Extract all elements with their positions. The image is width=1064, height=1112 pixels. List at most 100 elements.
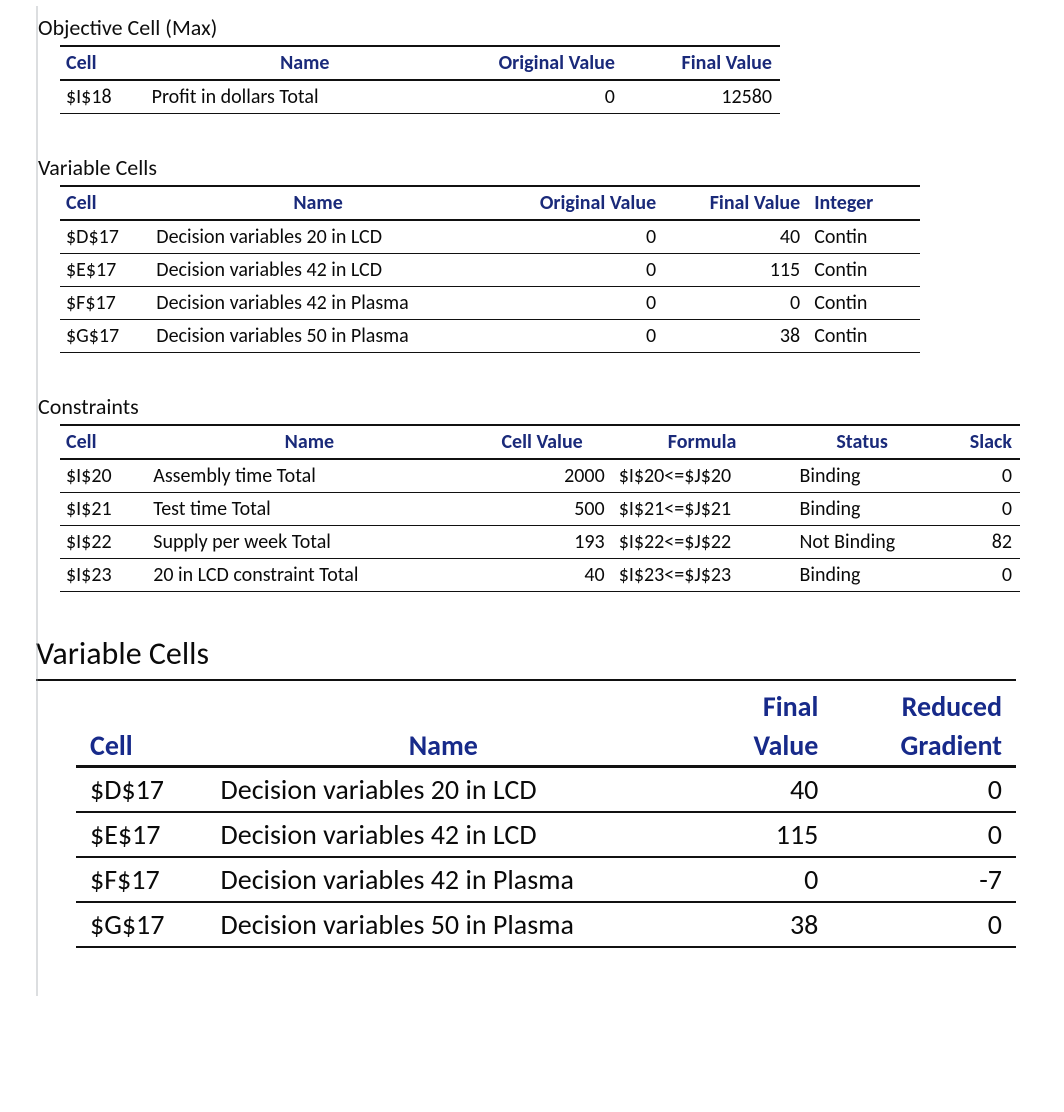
left-edge-rule bbox=[36, 6, 38, 996]
cell-orig: 0 bbox=[488, 287, 664, 320]
sensitivity-table: Final Reduced Cell Name Value Gradient $… bbox=[76, 687, 1016, 948]
cell-slack: 0 bbox=[933, 459, 1020, 493]
cell-val: 500 bbox=[473, 493, 612, 526]
cell-ref: $G$17 bbox=[60, 320, 150, 353]
cell-ref: $I$20 bbox=[60, 459, 147, 493]
cell-name: Decision variables 50 in Plasma bbox=[150, 320, 488, 353]
col-header-cell: Cell bbox=[60, 186, 150, 220]
col-header-blank bbox=[207, 687, 681, 726]
cell-name: Test time Total bbox=[147, 493, 473, 526]
cell-name: Profit in dollars Total bbox=[146, 80, 466, 114]
objective-title: Objective Cell (Max) bbox=[36, 12, 1044, 45]
table-row: $I$22Supply per week Total193$I$22<=$J$2… bbox=[60, 526, 1020, 559]
cell-name: Decision variables 42 in Plasma bbox=[207, 857, 681, 902]
cell-name: Decision variables 50 in Plasma bbox=[207, 902, 681, 947]
cell-reduced: 0 bbox=[832, 767, 1016, 813]
cell-final: 38 bbox=[664, 320, 808, 353]
cell-status: Binding bbox=[793, 493, 932, 526]
cell-ref: $G$17 bbox=[76, 902, 207, 947]
cell-status: Not Binding bbox=[793, 526, 932, 559]
col-header-cell: Cell bbox=[60, 425, 147, 459]
col-header-name: Name bbox=[147, 425, 473, 459]
cell-int: Contin bbox=[808, 220, 920, 254]
cell-final: 115 bbox=[680, 812, 832, 857]
col-header-cell: Cell bbox=[60, 46, 146, 80]
cell-orig: 0 bbox=[466, 80, 623, 114]
col-header-cell: Cell bbox=[76, 726, 207, 767]
col-header-name: Name bbox=[150, 186, 488, 220]
cell-reduced: 0 bbox=[832, 812, 1016, 857]
cell-name: Decision variables 42 in LCD bbox=[150, 254, 488, 287]
table-row: $I$21Test time Total500$I$21<=$J$21Bindi… bbox=[60, 493, 1020, 526]
cell-val: 40 bbox=[473, 559, 612, 592]
col-header-status: Status bbox=[793, 425, 932, 459]
col-header-val: Cell Value bbox=[473, 425, 612, 459]
cell-orig: 0 bbox=[488, 220, 664, 254]
solver-report-page: Objective Cell (Max) Cell Name Original … bbox=[0, 0, 1064, 1016]
cell-ref: $I$21 bbox=[60, 493, 147, 526]
col-header-blank bbox=[76, 687, 207, 726]
cell-ref: $F$17 bbox=[76, 857, 207, 902]
cell-int: Contin bbox=[808, 320, 920, 353]
col-header-final: Final Value bbox=[623, 46, 780, 80]
cell-reduced: 0 bbox=[832, 902, 1016, 947]
cell-ref: $I$18 bbox=[60, 80, 146, 114]
cell-final: 0 bbox=[664, 287, 808, 320]
objective-table: Cell Name Original Value Final Value $I$… bbox=[60, 45, 780, 114]
table-row: $E$17Decision variables 42 in LCD1150 bbox=[76, 812, 1016, 857]
constraints-section: Constraints Cell Name Cell Value Formula… bbox=[36, 391, 1044, 592]
cell-slack: 82 bbox=[933, 526, 1020, 559]
table-row: $E$17Decision variables 42 in LCD0115Con… bbox=[60, 254, 920, 287]
col-header-orig: Original Value bbox=[488, 186, 664, 220]
variables-table: Cell Name Original Value Final Value Int… bbox=[60, 185, 920, 353]
cell-orig: 0 bbox=[488, 320, 664, 353]
col-header-reduced-top: Reduced bbox=[832, 687, 1016, 726]
cell-final: 12580 bbox=[623, 80, 780, 114]
col-header-final-top: Final bbox=[680, 687, 832, 726]
cell-final: 38 bbox=[680, 902, 832, 947]
cell-final: 40 bbox=[680, 767, 832, 813]
table-row: $D$17Decision variables 20 in LCD400 bbox=[76, 767, 1016, 813]
col-header-name: Name bbox=[207, 726, 681, 767]
cell-int: Contin bbox=[808, 254, 920, 287]
table-row: $D$17Decision variables 20 in LCD040Cont… bbox=[60, 220, 920, 254]
cell-slack: 0 bbox=[933, 493, 1020, 526]
cell-final: 0 bbox=[680, 857, 832, 902]
cell-int: Contin bbox=[808, 287, 920, 320]
constraints-title: Constraints bbox=[36, 391, 1044, 424]
cell-name: 20 in LCD constraint Total bbox=[147, 559, 473, 592]
cell-status: Binding bbox=[793, 559, 932, 592]
cell-name: Decision variables 20 in LCD bbox=[150, 220, 488, 254]
sensitivity-title: Variable Cells bbox=[36, 630, 1016, 681]
col-header-final-bot: Value bbox=[680, 726, 832, 767]
objective-section: Objective Cell (Max) Cell Name Original … bbox=[36, 12, 1044, 114]
table-row: $F$17Decision variables 42 in Plasma00Co… bbox=[60, 287, 920, 320]
col-header-final: Final Value bbox=[664, 186, 808, 220]
cell-name: Assembly time Total bbox=[147, 459, 473, 493]
cell-formula: $I$22<=$J$22 bbox=[613, 526, 794, 559]
cell-name: Supply per week Total bbox=[147, 526, 473, 559]
cell-formula: $I$21<=$J$21 bbox=[613, 493, 794, 526]
col-header-name: Name bbox=[146, 46, 466, 80]
cell-val: 2000 bbox=[473, 459, 612, 493]
cell-ref: $D$17 bbox=[76, 767, 207, 813]
cell-ref: $F$17 bbox=[60, 287, 150, 320]
table-row: $G$17Decision variables 50 in Plasma380 bbox=[76, 902, 1016, 947]
col-header-reduced-bot: Gradient bbox=[832, 726, 1016, 767]
sensitivity-section: Variable Cells Final Reduced Cell Name V… bbox=[36, 630, 1044, 948]
col-header-formula: Formula bbox=[613, 425, 794, 459]
table-row: $G$17Decision variables 50 in Plasma038C… bbox=[60, 320, 920, 353]
table-row: $I$18 Profit in dollars Total 0 12580 bbox=[60, 80, 780, 114]
cell-reduced: -7 bbox=[832, 857, 1016, 902]
cell-val: 193 bbox=[473, 526, 612, 559]
cell-final: 40 bbox=[664, 220, 808, 254]
variables-section: Variable Cells Cell Name Original Value … bbox=[36, 152, 1044, 353]
cell-ref: $E$17 bbox=[76, 812, 207, 857]
cell-name: Decision variables 42 in LCD bbox=[207, 812, 681, 857]
col-header-int: Integer bbox=[808, 186, 920, 220]
cell-final: 115 bbox=[664, 254, 808, 287]
cell-ref: $I$22 bbox=[60, 526, 147, 559]
cell-formula: $I$20<=$J$20 bbox=[613, 459, 794, 493]
col-header-slack: Slack bbox=[933, 425, 1020, 459]
table-row: $I$20Assembly time Total2000$I$20<=$J$20… bbox=[60, 459, 1020, 493]
